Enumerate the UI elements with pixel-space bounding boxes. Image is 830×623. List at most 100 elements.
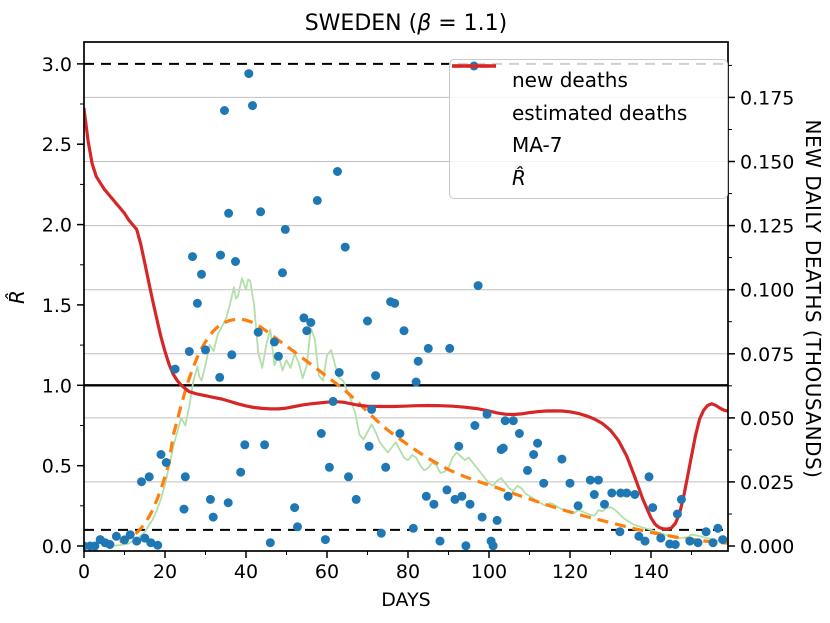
scatter-point <box>565 478 575 488</box>
scatter-point <box>299 313 309 323</box>
scatter-point <box>215 372 225 382</box>
scatter-point <box>395 429 405 438</box>
scatter-point <box>256 207 266 217</box>
scatter-point <box>302 326 312 336</box>
scatter-point <box>333 167 342 176</box>
right-y-tick-label: 0.050 <box>740 408 794 430</box>
scatter-point <box>227 350 237 360</box>
scatter-point <box>573 501 583 511</box>
scatter-point <box>607 488 617 498</box>
left-y-tick-label: 2.5 <box>42 134 72 156</box>
scatter-point <box>718 535 728 545</box>
scatter-point <box>280 224 290 234</box>
scatter-point <box>473 281 483 291</box>
scatter-point <box>701 527 711 537</box>
right-y-tick-label: 0.075 <box>740 344 794 366</box>
scatter-point <box>508 416 518 426</box>
scatter-point <box>708 538 718 548</box>
left-y-tick-label: 3.0 <box>42 54 72 76</box>
scatter-point <box>269 337 279 347</box>
scatter-point <box>201 345 210 355</box>
scatter-point <box>306 318 316 327</box>
axes-layer: 0 20 40 60 80 100 120 140 0.0 0.5 1.0 1.5 2.0 2.5 3.0 0… <box>42 41 794 583</box>
scatter-point <box>514 429 524 438</box>
title-beta-symbol: β <box>416 11 431 36</box>
scatter-point <box>161 458 171 467</box>
scatter-point <box>231 257 240 266</box>
scatter-point <box>498 443 508 453</box>
scatter-point <box>585 475 595 485</box>
scatter-point <box>197 269 206 279</box>
left-y-tick-label: 2.0 <box>42 215 72 237</box>
scatter-point <box>371 371 381 381</box>
series-ma-7 <box>111 277 728 547</box>
x-tick-label: 20 <box>153 561 177 583</box>
scatter-point <box>477 512 487 522</box>
scatter-point <box>125 530 135 540</box>
scatter-point <box>334 368 344 377</box>
legend-item-r: R̂ <box>452 64 727 193</box>
scatter-point <box>111 531 121 541</box>
scatter-point <box>208 512 218 522</box>
chart-title: SWEDEN (β = 1.1) <box>305 11 508 36</box>
title-suffix: = 1.1) <box>431 11 507 36</box>
scatter-point <box>470 421 480 430</box>
x-tick-label: 100 <box>471 561 507 583</box>
series-layer <box>84 69 728 551</box>
scatter-point <box>132 536 142 546</box>
scatter-point <box>244 69 254 79</box>
scatter-point <box>523 465 532 475</box>
scatter-point <box>457 491 467 501</box>
left-y-tick-label: 1.0 <box>42 375 72 397</box>
scatter-point <box>344 472 353 482</box>
right-y-tick-label: 0.025 <box>740 472 794 494</box>
scatter-point <box>465 499 475 509</box>
scatter-point <box>445 343 455 353</box>
x-axis-label: DAYS <box>381 589 431 611</box>
scatter-point <box>670 540 680 549</box>
scatter-point <box>137 477 146 487</box>
right-y-tick-label: 0.125 <box>740 216 794 238</box>
scatter-point <box>105 540 115 549</box>
scatter-point <box>421 491 431 501</box>
plot-border <box>83 41 729 552</box>
right-y-axis-label: NEW DAILY DEATHS (THOUSANDS) <box>801 120 825 479</box>
legend-item-label: new deaths <box>512 68 628 93</box>
x-tick-label: 40 <box>234 561 258 583</box>
scatter-point <box>454 441 464 451</box>
scatter-point <box>411 377 421 387</box>
scatter-point <box>180 472 190 482</box>
scatter-point <box>693 538 703 548</box>
scatter-point <box>367 404 377 414</box>
scatter-point <box>399 326 409 336</box>
legend-item-label: estimated deaths <box>512 100 688 125</box>
scatter-point <box>120 535 129 545</box>
scatter-point <box>413 356 423 366</box>
scatter-point <box>630 490 640 499</box>
left-y-axis-label: R̂ <box>5 290 29 304</box>
series-new-deaths <box>84 69 728 551</box>
legend-item-label: MA-7 <box>512 133 563 158</box>
scatter-point <box>529 450 539 459</box>
legend-item-ma-7: MA-7 <box>452 65 727 160</box>
scatter-point <box>492 515 502 525</box>
scatter-point <box>188 252 197 262</box>
scatter-point <box>223 498 233 508</box>
scatter-point <box>156 450 166 459</box>
scatter-point <box>363 316 372 326</box>
scatter-point <box>376 528 386 538</box>
scatter-point <box>216 250 225 260</box>
scatter-point <box>248 101 257 111</box>
scatter-point <box>634 531 644 541</box>
scatter-point <box>236 467 246 477</box>
scatter-point <box>461 541 471 551</box>
scatter-point <box>503 491 513 501</box>
scatter-point <box>90 541 100 551</box>
scatter-point <box>429 499 439 509</box>
scatter-point <box>644 472 654 482</box>
x-tick-label: 60 <box>315 561 339 583</box>
scatter-point <box>278 268 287 278</box>
left-y-tick-label: 1.5 <box>42 295 72 317</box>
scatter-point <box>224 208 234 218</box>
